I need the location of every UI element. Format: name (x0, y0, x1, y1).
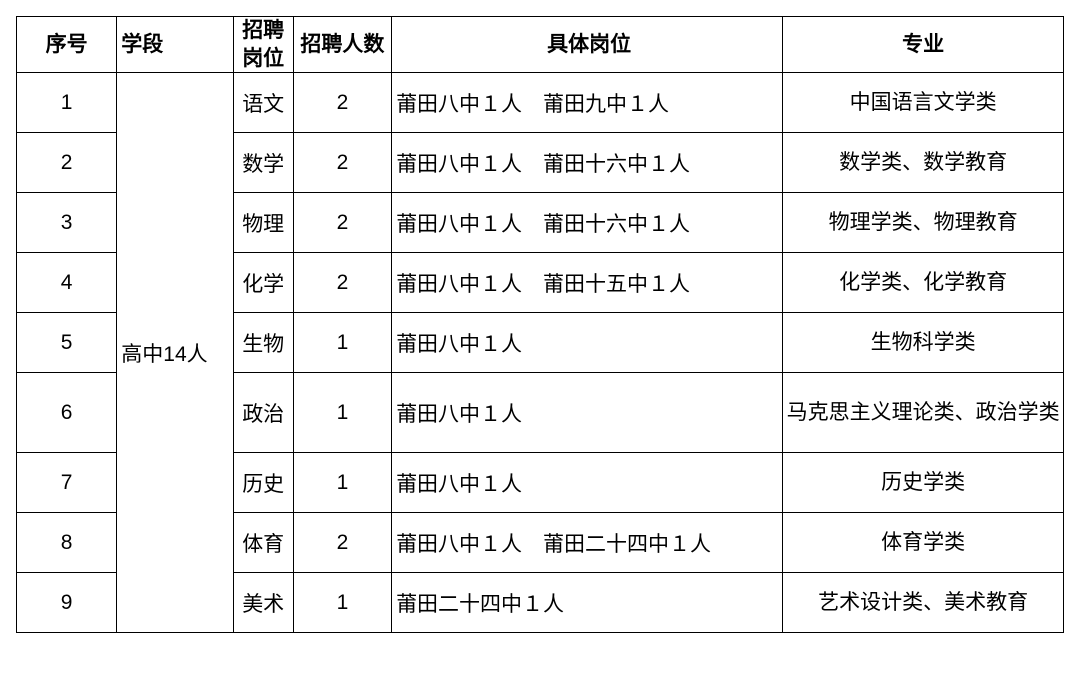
cell-count: 1 (293, 573, 391, 633)
cell-stage-merged: 高中14人 (117, 73, 233, 633)
cell-count: 2 (293, 253, 391, 313)
cell-seq: 1 (17, 73, 117, 133)
cell-detail: 莆田八中１人 莆田二十四中１人 (392, 513, 783, 573)
cell-position: 历史 (233, 453, 293, 513)
cell-count: 2 (293, 133, 391, 193)
cell-count: 1 (293, 453, 391, 513)
cell-major: 历史学类 (783, 453, 1064, 513)
cell-major: 马克思主义理论类、政治学类 (783, 373, 1064, 453)
header-seq: 序号 (17, 17, 117, 73)
cell-detail: 莆田八中１人 莆田九中１人 (392, 73, 783, 133)
cell-detail: 莆田八中１人 莆田十六中１人 (392, 193, 783, 253)
cell-seq: 9 (17, 573, 117, 633)
cell-major: 化学类、化学教育 (783, 253, 1064, 313)
cell-detail: 莆田二十四中１人 (392, 573, 783, 633)
cell-seq: 6 (17, 373, 117, 453)
header-detail: 具体岗位 (392, 17, 783, 73)
cell-count: 2 (293, 513, 391, 573)
table-body: 1高中14人语文2莆田八中１人 莆田九中１人中国语言文学类2数学2莆田八中１人 … (17, 73, 1064, 633)
cell-detail: 莆田八中１人 莆田十六中１人 (392, 133, 783, 193)
cell-position: 体育 (233, 513, 293, 573)
cell-major: 艺术设计类、美术教育 (783, 573, 1064, 633)
cell-count: 2 (293, 193, 391, 253)
cell-count: 1 (293, 313, 391, 373)
table-row: 1高中14人语文2莆田八中１人 莆田九中１人中国语言文学类 (17, 73, 1064, 133)
cell-position: 物理 (233, 193, 293, 253)
cell-major: 体育学类 (783, 513, 1064, 573)
cell-position: 语文 (233, 73, 293, 133)
cell-seq: 7 (17, 453, 117, 513)
cell-count: 2 (293, 73, 391, 133)
cell-major: 中国语言文学类 (783, 73, 1064, 133)
cell-position: 美术 (233, 573, 293, 633)
header-position: 招聘 岗位 (233, 17, 293, 73)
header-stage: 学段 (117, 17, 233, 73)
cell-seq: 5 (17, 313, 117, 373)
cell-detail: 莆田八中１人 (392, 313, 783, 373)
cell-seq: 3 (17, 193, 117, 253)
cell-position: 政治 (233, 373, 293, 453)
cell-position: 数学 (233, 133, 293, 193)
cell-detail: 莆田八中１人 莆田十五中１人 (392, 253, 783, 313)
cell-seq: 4 (17, 253, 117, 313)
cell-major: 生物科学类 (783, 313, 1064, 373)
table-header-row: 序号 学段 招聘 岗位 招聘人数 具体岗位 专业 (17, 17, 1064, 73)
cell-detail: 莆田八中１人 (392, 373, 783, 453)
cell-count: 1 (293, 373, 391, 453)
cell-position: 生物 (233, 313, 293, 373)
cell-seq: 8 (17, 513, 117, 573)
header-count: 招聘人数 (293, 17, 391, 73)
cell-major: 数学类、数学教育 (783, 133, 1064, 193)
cell-position: 化学 (233, 253, 293, 313)
cell-detail: 莆田八中１人 (392, 453, 783, 513)
cell-seq: 2 (17, 133, 117, 193)
recruitment-table: 序号 学段 招聘 岗位 招聘人数 具体岗位 专业 1高中14人语文2莆田八中１人… (16, 16, 1064, 633)
header-major: 专业 (783, 17, 1064, 73)
cell-major: 物理学类、物理教育 (783, 193, 1064, 253)
